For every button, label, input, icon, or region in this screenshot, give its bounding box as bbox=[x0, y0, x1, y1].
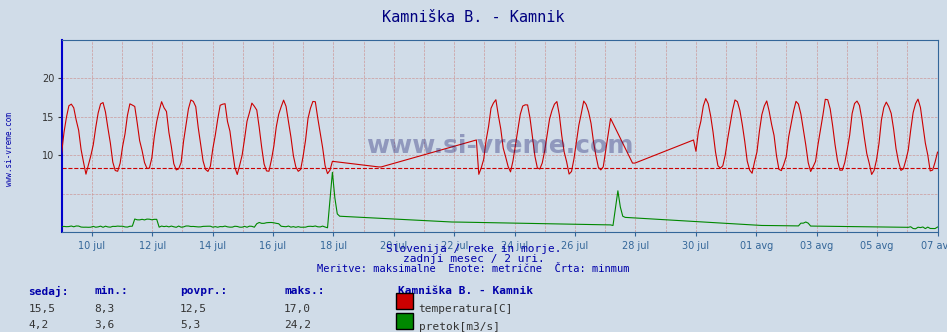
Text: pretok[m3/s]: pretok[m3/s] bbox=[419, 322, 500, 332]
Text: 5,3: 5,3 bbox=[180, 320, 200, 330]
Text: zadnji mesec / 2 uri.: zadnji mesec / 2 uri. bbox=[402, 254, 545, 264]
Text: 4,2: 4,2 bbox=[28, 320, 48, 330]
Text: 12,5: 12,5 bbox=[180, 304, 207, 314]
Text: 15,5: 15,5 bbox=[28, 304, 56, 314]
Text: 3,6: 3,6 bbox=[95, 320, 115, 330]
Text: maks.:: maks.: bbox=[284, 286, 325, 295]
Text: temperatura[C]: temperatura[C] bbox=[419, 304, 513, 314]
Text: www.si-vreme.com: www.si-vreme.com bbox=[5, 113, 14, 186]
Text: Kamniška B. - Kamnik: Kamniška B. - Kamnik bbox=[398, 286, 533, 295]
Text: min.:: min.: bbox=[95, 286, 129, 295]
Text: 24,2: 24,2 bbox=[284, 320, 312, 330]
Text: Slovenija / reke in morje.: Slovenija / reke in morje. bbox=[385, 244, 562, 254]
Text: Meritve: maksimalne  Enote: metrične  Črta: minmum: Meritve: maksimalne Enote: metrične Črta… bbox=[317, 264, 630, 274]
Text: povpr.:: povpr.: bbox=[180, 286, 227, 295]
Text: Kamniška B. - Kamnik: Kamniška B. - Kamnik bbox=[383, 10, 564, 25]
Text: sedaj:: sedaj: bbox=[28, 286, 69, 296]
Text: 8,3: 8,3 bbox=[95, 304, 115, 314]
Text: 17,0: 17,0 bbox=[284, 304, 312, 314]
Text: www.si-vreme.com: www.si-vreme.com bbox=[366, 134, 634, 158]
